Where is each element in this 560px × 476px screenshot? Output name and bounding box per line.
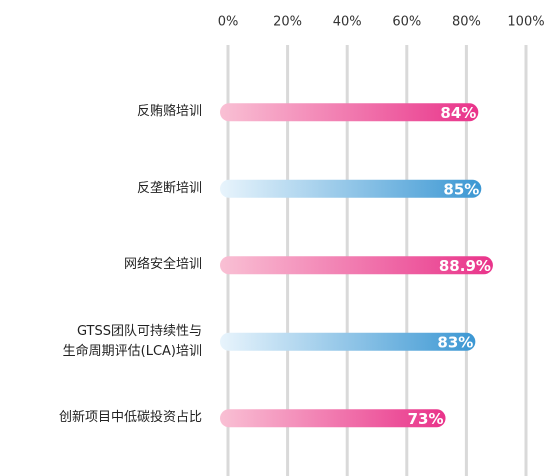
x-tick-label: 0% [218,15,239,30]
bar [220,179,482,198]
x-tick-label: 100% [507,15,544,30]
x-tick-label: 60% [392,15,421,30]
x-tick-label: 20% [273,15,302,30]
category-label: GTSS团队可持续性与 生命周期评估(LCA)培训 [62,323,202,359]
category-label: 反垄断培训 [136,180,202,196]
bar [220,103,479,122]
value-label: 88.9% [439,257,491,275]
category-label: 反贿赂培训 [136,104,202,120]
value-label: 85% [443,180,479,198]
value-label: 84% [440,104,476,122]
x-tick-label: 40% [333,15,362,30]
category-label: 创新项目中低碳投资占比 [58,410,202,426]
bar [220,409,446,428]
category-label: 网络安全培训 [123,257,202,273]
value-label: 73% [408,410,444,428]
value-label: 83% [437,333,473,351]
bar [220,332,476,351]
bar [220,256,493,275]
x-tick-label: 80% [452,15,481,30]
